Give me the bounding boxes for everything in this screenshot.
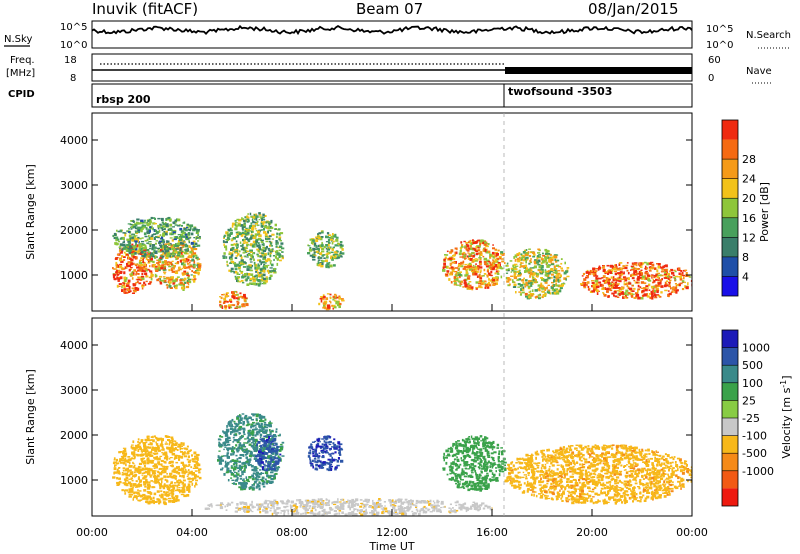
- velocity-cbar-label: Velocity [m s-1]: [779, 375, 793, 458]
- xaxis-label: Time UT: [368, 540, 414, 553]
- velocity-cbar-tick-3: 25: [742, 394, 756, 407]
- velocity-panel: Slant Range [km] 1000 2000 3000 4000 1000 50…: [24, 304, 793, 553]
- nsky-panel: N.Sky 10^5 10^0 10^5 10^0 N.Search: [4, 20, 791, 51]
- freq-tick-bottom: 8: [70, 73, 76, 84]
- power-cbar-swatch-0: [722, 276, 738, 296]
- velocity-cbar-tick-7: -1000: [742, 465, 774, 478]
- power-region-4: [219, 290, 249, 310]
- beam-title: Beam 07: [356, 0, 423, 18]
- nsky-tick-bottom: 10^0: [60, 40, 87, 51]
- velocity-cbar-swatch-8: [722, 470, 738, 489]
- cpid-label: CPID: [8, 89, 35, 100]
- velocity-region-6: [504, 444, 692, 505]
- velocity-cbar-tick-2: 100: [742, 377, 763, 390]
- power-cbar-tick-2: 12: [742, 231, 756, 244]
- power-region-5: [222, 212, 285, 287]
- nsky-trace: [91, 24, 693, 36]
- velocity-cbar-swatch-0: [722, 330, 738, 348]
- xtick-0: 00:00: [76, 526, 108, 539]
- freq-unit: [MHz]: [6, 68, 35, 79]
- velocity-cbar-swatch-2: [722, 365, 738, 383]
- xtick-4: 16:00: [476, 526, 508, 539]
- power-ytick-1: 2000: [60, 224, 88, 237]
- power-cbar-swatch-5: [722, 178, 738, 199]
- freq-panel: Freq. [MHz] 18 8 60 0 Nave: [6, 53, 772, 84]
- power-region-7: [318, 293, 345, 311]
- nave-tick-top: 60: [708, 55, 721, 66]
- power-cbar-swatch-3: [722, 217, 738, 238]
- velocity-cbar-tick-4: -25: [742, 412, 760, 425]
- velocity-cbar-swatch-7: [722, 453, 738, 471]
- power-cbar-tick-1: 8: [742, 251, 749, 264]
- nave-label: Nave: [746, 66, 772, 77]
- velocity-cbar-swatch-5: [722, 418, 738, 436]
- nsky-tick-top: 10^5: [60, 22, 87, 33]
- velocity-cbar-swatch-1: [722, 347, 738, 366]
- power-cbar-swatch-4: [722, 198, 738, 218]
- station-title: Inuvik (fitACF): [92, 0, 198, 18]
- power-cbar-swatch-8: [722, 120, 738, 140]
- power-ytick-2: 3000: [60, 179, 88, 192]
- velocity-region-7: [204, 498, 493, 516]
- velocity-region-3: [255, 435, 282, 472]
- xtick-1: 04:00: [176, 526, 208, 539]
- velocity-ytick-2: 3000: [60, 384, 88, 397]
- velocity-ytick-0: 1000: [60, 474, 88, 487]
- freq-tick-top: 18: [64, 55, 77, 66]
- power-cbar-swatch-2: [722, 237, 738, 257]
- velocity-cbar-swatch-6: [722, 435, 738, 454]
- freq-label: Freq.: [10, 55, 35, 66]
- cpid-segment-1: rbsp 200: [96, 93, 151, 106]
- power-cbar-swatch-7: [722, 139, 738, 160]
- power-region-9: [505, 248, 570, 300]
- power-cbar-tick-0: 4: [742, 270, 749, 283]
- nave-tick-bottom: 0: [708, 73, 714, 84]
- power-ylabel: Slant Range [km]: [24, 164, 37, 260]
- power-cbar-tick-3: 16: [742, 212, 756, 225]
- velocity-region-4: [307, 435, 344, 472]
- power-cbar-tick-6: 28: [742, 153, 756, 166]
- xtick-3: 12:00: [376, 526, 408, 539]
- power-cbar-swatch-6: [722, 159, 738, 179]
- power-region-10: [580, 261, 692, 300]
- nsearch-tick-bottom: 10^0: [706, 40, 733, 51]
- cpid-panel: CPID rbsp 200 twofsound -3503: [8, 83, 693, 108]
- velocity-cbar-swatch-4: [722, 400, 738, 418]
- power-cbar-tick-4: 20: [742, 192, 756, 205]
- power-cbar-swatch-1: [722, 256, 738, 277]
- velocity-cbar-tick-6: -500: [742, 447, 767, 460]
- power-panel: Slant Range [km] 1000 2000 3000 4000 4 8 12 16…: [24, 112, 771, 312]
- velocity-cbar-swatch-3: [722, 382, 738, 401]
- date-title: 08/Jan/2015: [588, 0, 679, 18]
- power-ytick-3: 4000: [60, 134, 88, 147]
- power-region-3: [112, 216, 201, 259]
- velocity-cbar-swatch-9: [722, 488, 738, 506]
- power-cbar-tick-5: 24: [742, 173, 756, 186]
- velocity-cbar-tick-0: 1000: [742, 342, 770, 355]
- xtick-2: 08:00: [276, 526, 308, 539]
- power-region-8: [442, 239, 506, 291]
- velocity-region-1: [112, 435, 202, 506]
- velocity-cbar-tick-5: -100: [742, 430, 767, 443]
- nsearch-label: N.Search: [746, 30, 791, 41]
- nsearch-tick-top: 10^5: [706, 24, 733, 35]
- nsky-label: N.Sky: [4, 34, 32, 45]
- velocity-ytick-1: 2000: [60, 429, 88, 442]
- power-cbar-label: Power [dB]: [758, 182, 771, 242]
- velocity-ytick-3: 4000: [60, 339, 88, 352]
- velocity-ylabel: Slant Range [km]: [24, 369, 37, 465]
- xtick-6: 00:00: [676, 526, 708, 539]
- power-region-6: [307, 230, 345, 269]
- xtick-5: 20:00: [576, 526, 608, 539]
- nave-block: [505, 67, 692, 74]
- power-ytick-0: 1000: [60, 269, 88, 282]
- velocity-cbar-tick-1: 500: [742, 359, 763, 372]
- cpid-segment-2: twofsound -3503: [508, 85, 612, 98]
- velocity-region-5: [442, 435, 507, 492]
